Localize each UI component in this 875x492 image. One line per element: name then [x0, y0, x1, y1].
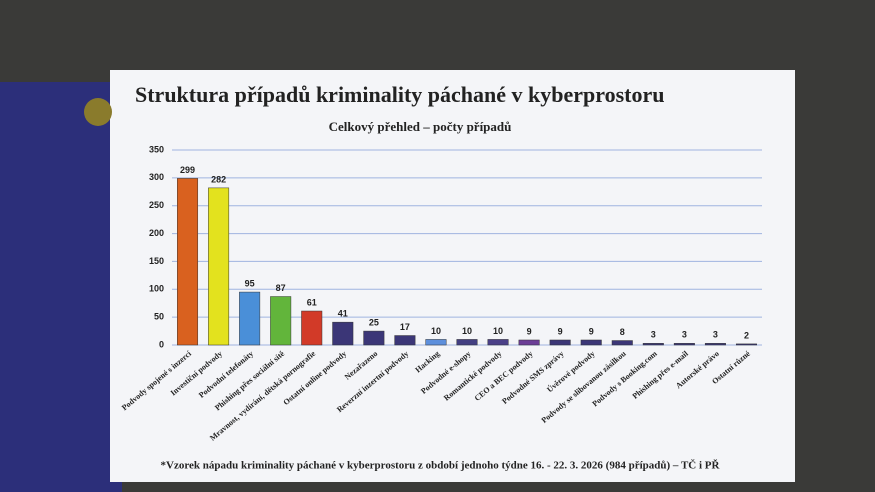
- value-label: 3: [651, 330, 656, 340]
- logo: [84, 98, 112, 126]
- value-label: 95: [245, 278, 255, 288]
- bar: [456, 339, 478, 346]
- y-tick-label: 100: [149, 284, 164, 294]
- value-label: 10: [493, 326, 503, 336]
- value-label: 9: [527, 326, 532, 336]
- y-tick-label: 0: [159, 339, 164, 349]
- value-label: 10: [431, 326, 441, 336]
- bar: [580, 339, 602, 346]
- value-label: 41: [338, 309, 348, 319]
- chart-subtitle: Celkový přehled – počty případů: [329, 119, 512, 134]
- value-label: 8: [620, 327, 625, 337]
- bar: [518, 339, 540, 346]
- value-label: 61: [307, 297, 317, 307]
- value-label: 9: [558, 326, 563, 336]
- bar: [642, 343, 664, 346]
- value-label: 25: [369, 317, 379, 327]
- footnote: *Vzorek nápadu kriminality páchané v kyb…: [161, 459, 721, 472]
- y-tick-label: 200: [149, 228, 164, 238]
- bar: [394, 335, 416, 346]
- bar: [549, 339, 571, 346]
- value-label: 282: [211, 174, 226, 184]
- y-tick-label: 300: [149, 172, 164, 182]
- bar: [239, 291, 261, 346]
- value-label: 17: [400, 322, 410, 332]
- bar: [704, 343, 726, 346]
- chart-title: Struktura případů kriminality páchané v …: [135, 82, 665, 107]
- y-tick-label: 150: [149, 256, 164, 266]
- bar: [425, 339, 447, 346]
- bar: [611, 340, 633, 346]
- value-label: 299: [180, 165, 195, 175]
- bar: [208, 187, 230, 346]
- y-tick-label: 50: [154, 312, 164, 322]
- bar: [177, 178, 199, 346]
- bar: [363, 330, 385, 346]
- bar: [332, 321, 354, 346]
- y-tick-label: 350: [149, 144, 164, 154]
- bar: [673, 343, 695, 346]
- value-label: 9: [589, 326, 594, 336]
- bar: [735, 343, 757, 346]
- bar: [301, 310, 323, 346]
- value-label: 87: [276, 283, 286, 293]
- bar: [270, 296, 292, 346]
- value-label: 2: [744, 330, 749, 340]
- value-label: 3: [682, 330, 687, 340]
- value-label: 10: [462, 326, 472, 336]
- bar: [487, 339, 509, 346]
- side-panel: [0, 82, 122, 492]
- y-tick-label: 250: [149, 200, 164, 210]
- value-label: 3: [713, 330, 718, 340]
